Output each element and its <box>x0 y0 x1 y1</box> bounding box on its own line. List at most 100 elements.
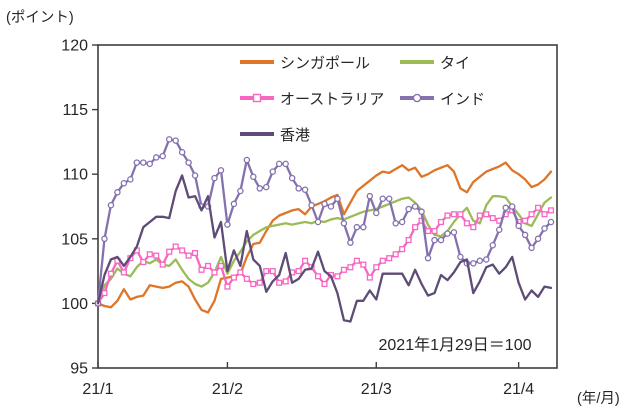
x-tick-label: 21/1 <box>82 381 113 398</box>
legend-label: シンガポール <box>280 54 371 72</box>
series-marker-circle <box>114 189 121 196</box>
series-marker-square <box>263 268 270 275</box>
series-marker-square <box>140 259 147 266</box>
series-marker-circle <box>515 222 522 230</box>
series-marker-square <box>243 275 250 282</box>
series-marker-circle <box>282 160 289 168</box>
legend-item: シンガポール <box>240 52 400 72</box>
series-marker-square <box>463 220 470 227</box>
series-marker-circle <box>256 185 264 192</box>
series-marker-circle <box>224 221 231 228</box>
series-marker-circle <box>385 195 393 202</box>
series-marker-circle <box>392 220 399 227</box>
series-marker-circle <box>470 260 477 267</box>
series-marker-circle <box>424 254 432 262</box>
series-marker-circle <box>159 152 166 160</box>
series-marker-circle <box>373 209 380 217</box>
legend-item: 香港 <box>240 124 400 144</box>
series-marker-square <box>340 266 347 273</box>
legend-label: タイ <box>440 54 471 72</box>
legend-swatch-icon <box>240 60 274 64</box>
series-marker-circle <box>152 154 160 161</box>
series-marker-square <box>483 211 490 218</box>
series-marker-square <box>256 279 263 286</box>
series-marker-circle <box>288 174 296 182</box>
y-tick-label: 95 <box>70 361 88 378</box>
y-tick-label: 120 <box>61 38 88 55</box>
series-marker-square <box>302 257 309 264</box>
series-marker-square <box>107 270 114 277</box>
legend-label: 香港 <box>280 126 311 144</box>
y-tick-label: 110 <box>62 167 88 184</box>
series-marker-square <box>450 211 457 218</box>
series-marker-circle <box>431 236 438 244</box>
series-marker-square <box>237 269 244 276</box>
series-marker-circle <box>140 159 147 166</box>
series-marker-square <box>224 283 231 290</box>
series-marker-square <box>282 278 289 285</box>
series-marker-circle <box>366 192 374 200</box>
series-marker-circle <box>483 256 490 263</box>
series-marker-circle <box>120 179 128 187</box>
series-marker-square <box>424 227 432 235</box>
series-marker-square <box>198 266 205 273</box>
series-marker-circle <box>327 203 335 210</box>
legend-label: インド <box>440 90 486 108</box>
series-marker-square <box>120 269 127 276</box>
series-marker-square <box>353 257 360 264</box>
series-marker-circle <box>444 230 451 237</box>
legend-swatch-icon <box>240 132 274 136</box>
series-marker-square <box>360 261 367 268</box>
series-marker-square <box>444 212 451 219</box>
series-marker-square <box>101 290 108 297</box>
legend-item: オーストラリア <box>240 88 400 108</box>
series-marker-circle <box>308 201 315 209</box>
series-marker-circle <box>450 229 458 236</box>
series-marker-circle <box>457 253 464 261</box>
series-marker-square <box>159 261 166 268</box>
series-marker-square <box>535 204 542 211</box>
series-marker-square <box>185 252 192 259</box>
series-marker-circle <box>347 239 354 246</box>
series-marker-circle <box>211 174 218 182</box>
legend-swatch-icon <box>400 60 434 64</box>
series-marker-square <box>366 274 373 281</box>
series-marker-circle <box>476 257 484 265</box>
series-marker-square <box>314 273 322 280</box>
series-marker-square <box>334 273 341 280</box>
series-marker-circle <box>508 203 516 210</box>
series-marker-circle <box>107 201 115 209</box>
series-marker-circle <box>263 183 270 191</box>
series-marker-square <box>392 251 399 258</box>
series-marker-square <box>476 212 483 219</box>
series-marker-square <box>250 280 257 288</box>
series-marker-square <box>412 224 419 231</box>
y-tick-label: 100 <box>61 296 88 313</box>
y-axis-unit-label: (ポイント) <box>6 10 74 26</box>
series-marker-circle <box>437 236 445 244</box>
series-marker-circle <box>301 186 309 193</box>
base-date-annotation: 2021年1月29日＝100 <box>378 337 532 354</box>
series-marker-circle <box>250 173 257 181</box>
series-marker-square <box>457 211 464 218</box>
series-marker-square <box>470 224 477 231</box>
series-marker-square <box>528 211 535 218</box>
series-marker-circle <box>191 172 199 179</box>
series-marker-square <box>192 249 199 257</box>
series-marker-square <box>379 257 386 264</box>
x-tick-label: 21/3 <box>361 381 392 398</box>
series-marker-circle <box>217 167 225 174</box>
series-marker-circle <box>334 195 341 202</box>
series-marker-circle <box>295 185 302 192</box>
legend-label: オーストラリア <box>280 90 385 108</box>
series-marker-circle <box>418 208 425 215</box>
series-marker-square <box>276 279 283 286</box>
series-marker-circle <box>133 159 141 166</box>
series-marker-circle <box>411 203 419 210</box>
legend-swatch-icon <box>400 93 434 103</box>
series-marker-circle <box>528 244 535 252</box>
series-marker-circle <box>230 200 238 208</box>
series-marker-circle <box>379 195 386 202</box>
series-marker-square <box>217 262 225 269</box>
